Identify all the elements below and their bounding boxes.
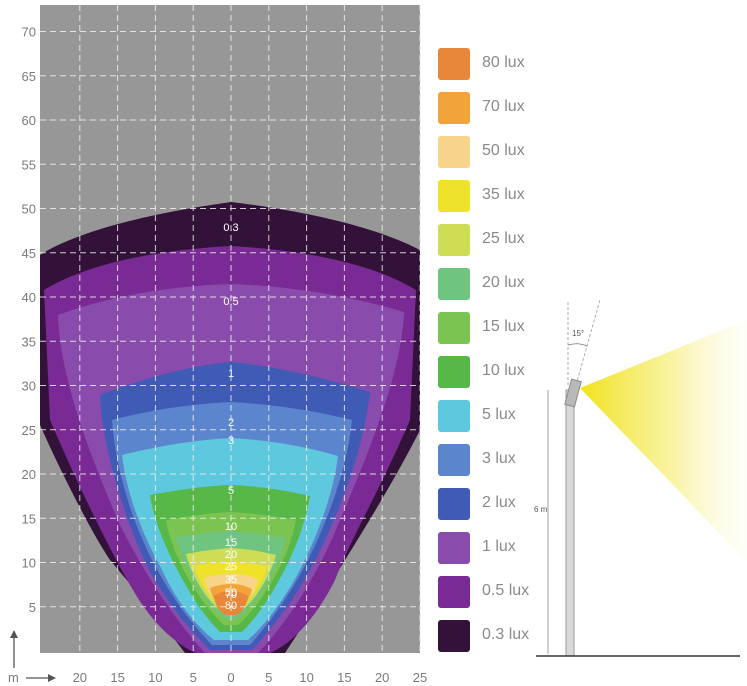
contour-label: 1 — [228, 368, 234, 380]
x-tick-label: 0 — [227, 670, 234, 685]
height-label: 6 m — [534, 505, 548, 514]
x-axis-arrowhead — [48, 674, 56, 682]
legend-swatch — [438, 136, 470, 168]
legend-item: 25 lux — [438, 224, 638, 256]
x-tick-label: 5 — [265, 670, 272, 685]
legend-swatch — [438, 356, 470, 388]
legend-label: 80 lux — [482, 54, 525, 71]
contour-label: 0.3 — [223, 222, 238, 234]
legend-item: 0.5 lux — [438, 576, 638, 608]
contour-label: 5 — [228, 485, 234, 497]
legend-label: 20 lux — [482, 274, 525, 291]
legend-swatch — [438, 180, 470, 212]
y-tick-label: 25 — [22, 423, 36, 438]
legend-swatch — [438, 92, 470, 124]
legend-item: 20 lux — [438, 268, 638, 300]
legend-swatch — [438, 532, 470, 564]
contour-label: 2 — [228, 417, 234, 429]
legend-swatch — [438, 48, 470, 80]
pole — [565, 389, 575, 657]
x-tick-label: 5 — [190, 670, 197, 685]
x-axis-unit-label: m — [8, 670, 19, 685]
legend-item: 10 lux — [438, 356, 638, 388]
legend-swatch — [438, 400, 470, 432]
legend-item: 2 lux — [438, 488, 638, 520]
y-tick-label: 70 — [22, 25, 36, 40]
luminaire — [564, 378, 582, 408]
x-axis-ticks: 20 15 10 5 0 5 10 15 20 25 — [73, 670, 428, 685]
legend-item: 1 lux — [438, 532, 638, 564]
angle-arc — [567, 343, 588, 347]
contour-label: 80 — [225, 600, 237, 612]
legend-item: 50 lux — [438, 136, 638, 168]
contour-label: 20 — [225, 549, 237, 561]
y-tick-label: 50 — [22, 202, 36, 217]
x-tick-label: 10 — [299, 670, 313, 685]
angle-tilt-line — [575, 299, 601, 386]
contour-label: 10 — [225, 521, 237, 533]
legend-label: 0.5 lux — [482, 582, 530, 599]
legend-label: 3 lux — [482, 450, 516, 467]
y-tick-label: 5 — [29, 600, 36, 615]
x-tick-label: 15 — [110, 670, 124, 685]
y-tick-label: 30 — [22, 379, 36, 394]
legend-label: 0.3 lux — [482, 626, 530, 643]
x-tick-label: 25 — [413, 670, 427, 685]
legend-item: 70 lux — [438, 92, 638, 124]
legend-item: 5 lux — [438, 400, 638, 432]
y-tick-label: 60 — [22, 113, 36, 128]
x-tick-label: 20 — [73, 670, 87, 685]
legend-label: 25 lux — [482, 230, 525, 247]
contour-label: 35 — [225, 574, 237, 586]
legend-item: 15 lux — [438, 312, 638, 344]
isolux-contours — [40, 202, 420, 653]
legend-label: 50 lux — [482, 142, 525, 159]
legend-swatch — [438, 488, 470, 520]
contour-label: 25 — [225, 561, 237, 573]
legend-swatch — [438, 444, 470, 476]
legend-swatch — [438, 620, 470, 652]
legend-label: 10 lux — [482, 362, 525, 379]
x-tick-label: 10 — [148, 670, 162, 685]
legend-item: 0.3 lux — [438, 620, 638, 652]
light-beam — [580, 320, 747, 562]
y-tick-label: 55 — [22, 157, 36, 172]
legend-label: 5 lux — [482, 406, 516, 423]
axis-indicator: m — [8, 630, 56, 685]
pole-diagram: 15° 6 m — [534, 299, 747, 657]
legend-label: 35 lux — [482, 186, 525, 203]
angle-label: 15° — [572, 329, 584, 338]
legend-item: 80 lux — [438, 48, 638, 80]
legend-swatch — [438, 576, 470, 608]
contour-label: 0.5 — [223, 296, 238, 308]
legend-item: 3 lux — [438, 444, 638, 476]
legend-swatch — [438, 312, 470, 344]
contour-label: 50 — [225, 587, 237, 599]
legend-swatch — [438, 268, 470, 300]
plot-grid — [40, 5, 421, 653]
y-tick-label: 65 — [22, 69, 36, 84]
y-axis-arrowhead — [10, 630, 18, 638]
legend-item: 35 lux — [438, 180, 638, 212]
y-tick-label: 15 — [22, 511, 36, 526]
y-tick-label: 10 — [22, 556, 36, 571]
y-tick-label: 40 — [22, 290, 36, 305]
legend-label: 70 lux — [482, 98, 525, 115]
contour-80-lux — [214, 591, 248, 616]
y-axis-ticks: 70 65 60 55 50 45 40 35 30 25 20 15 10 5 — [22, 25, 36, 615]
y-tick-label: 20 — [22, 467, 36, 482]
y-tick-label: 45 — [22, 246, 36, 261]
legend-label: 15 lux — [482, 318, 525, 335]
x-tick-label: 20 — [375, 670, 389, 685]
contour-label: 70 — [225, 589, 237, 601]
x-tick-label: 15 — [337, 670, 351, 685]
legend-swatch — [438, 224, 470, 256]
legend-label: 1 lux — [482, 538, 516, 555]
y-tick-label: 35 — [22, 334, 36, 349]
contour-label: 3 — [228, 435, 234, 447]
legend-label: 2 lux — [482, 494, 516, 511]
contour-label: 15 — [225, 537, 237, 549]
